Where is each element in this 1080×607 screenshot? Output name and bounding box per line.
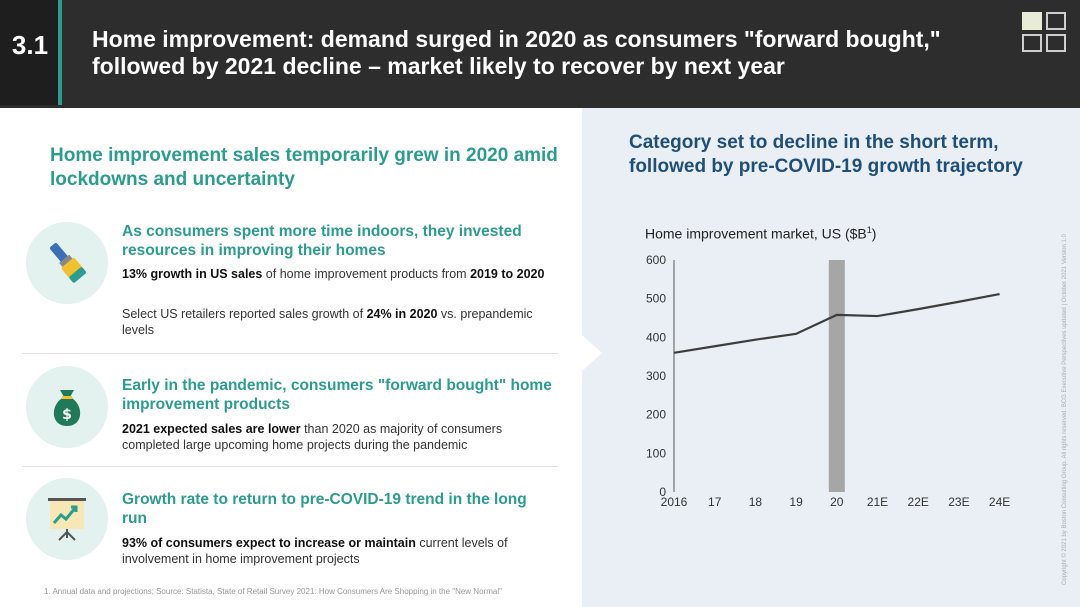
chart-panel-title: Category set to decline in the short ter… (629, 132, 1023, 177)
chart-title: Home improvement market, US ($B1) (645, 225, 877, 242)
insight-1-heading: As consumers spent more time indoors, th… (122, 223, 522, 259)
insight-2-heading: Early in the pandemic, consumers "forwar… (122, 377, 552, 413)
x-tick-label: 2016 (661, 495, 688, 509)
x-tick-label: 24E (989, 495, 1010, 509)
x-tick-label: 18 (749, 495, 763, 509)
divider (22, 353, 558, 354)
copyright-note: Copyright © 2021 by Boston Consulting Gr… (1062, 234, 1068, 585)
money-bag-icon: $ (26, 366, 108, 448)
y-tick-label: 300 (646, 369, 666, 383)
paintbrush-icon (26, 222, 108, 304)
x-tick-label: 21E (867, 495, 888, 509)
page-title: Home improvement: demand surged in 2020 … (92, 26, 941, 79)
divider (22, 466, 558, 467)
section-number: 3.1 (11, 30, 49, 60)
y-tick-label: 400 (646, 330, 666, 344)
insight-1-point-1: 13% growth in US sales of home improveme… (122, 267, 545, 281)
x-tick-label: 23E (948, 495, 969, 509)
section-number-box: 3.1 (0, 0, 62, 105)
footnote: 1. Annual data and projections; Source: … (44, 587, 502, 596)
insight-3-heading: Growth rate to return to pre-COVID-19 tr… (122, 491, 527, 527)
y-tick-label: 500 (646, 292, 666, 306)
insight-item-3: Growth rate to return to pre-COVID-19 tr… (22, 476, 558, 576)
y-tick-label: 200 (646, 408, 666, 422)
y-tick-label: 600 (646, 253, 666, 267)
x-tick-label: 17 (708, 495, 722, 509)
svg-text:$: $ (62, 407, 72, 423)
logo-icon (1020, 10, 1068, 54)
x-tick-label: 19 (789, 495, 803, 509)
highlight-bar-2020 (828, 260, 845, 492)
insight-3-point-1: 93% of consumers expect to increase or m… (122, 536, 508, 566)
line-chart: 0 100 200 300 400 500 600 2016 17 18 19 20 21E 22E 23E… (646, 253, 1010, 509)
insight-2-point-1: 2021 expected sales are lower than 2020 … (122, 422, 503, 452)
y-tick-label: 0 (659, 485, 666, 499)
x-tick-label: 20 (830, 495, 844, 509)
panel-arrow (582, 335, 602, 371)
growth-chart-icon (26, 478, 108, 560)
insight-item-1: As consumers spent more time indoors, th… (22, 220, 558, 350)
y-tick-label: 100 (646, 446, 666, 460)
left-section-title: Home improvement sales temporarily grew … (50, 145, 558, 190)
insight-item-2: $ Early in the pandemic, consumers "forw… (22, 364, 558, 459)
x-tick-label: 22E (908, 495, 929, 509)
insight-1-point-2: Select US retailers reported sales growt… (122, 307, 533, 337)
header-bar: 3.1 Home improvement: demand surged in 2… (0, 0, 1080, 108)
